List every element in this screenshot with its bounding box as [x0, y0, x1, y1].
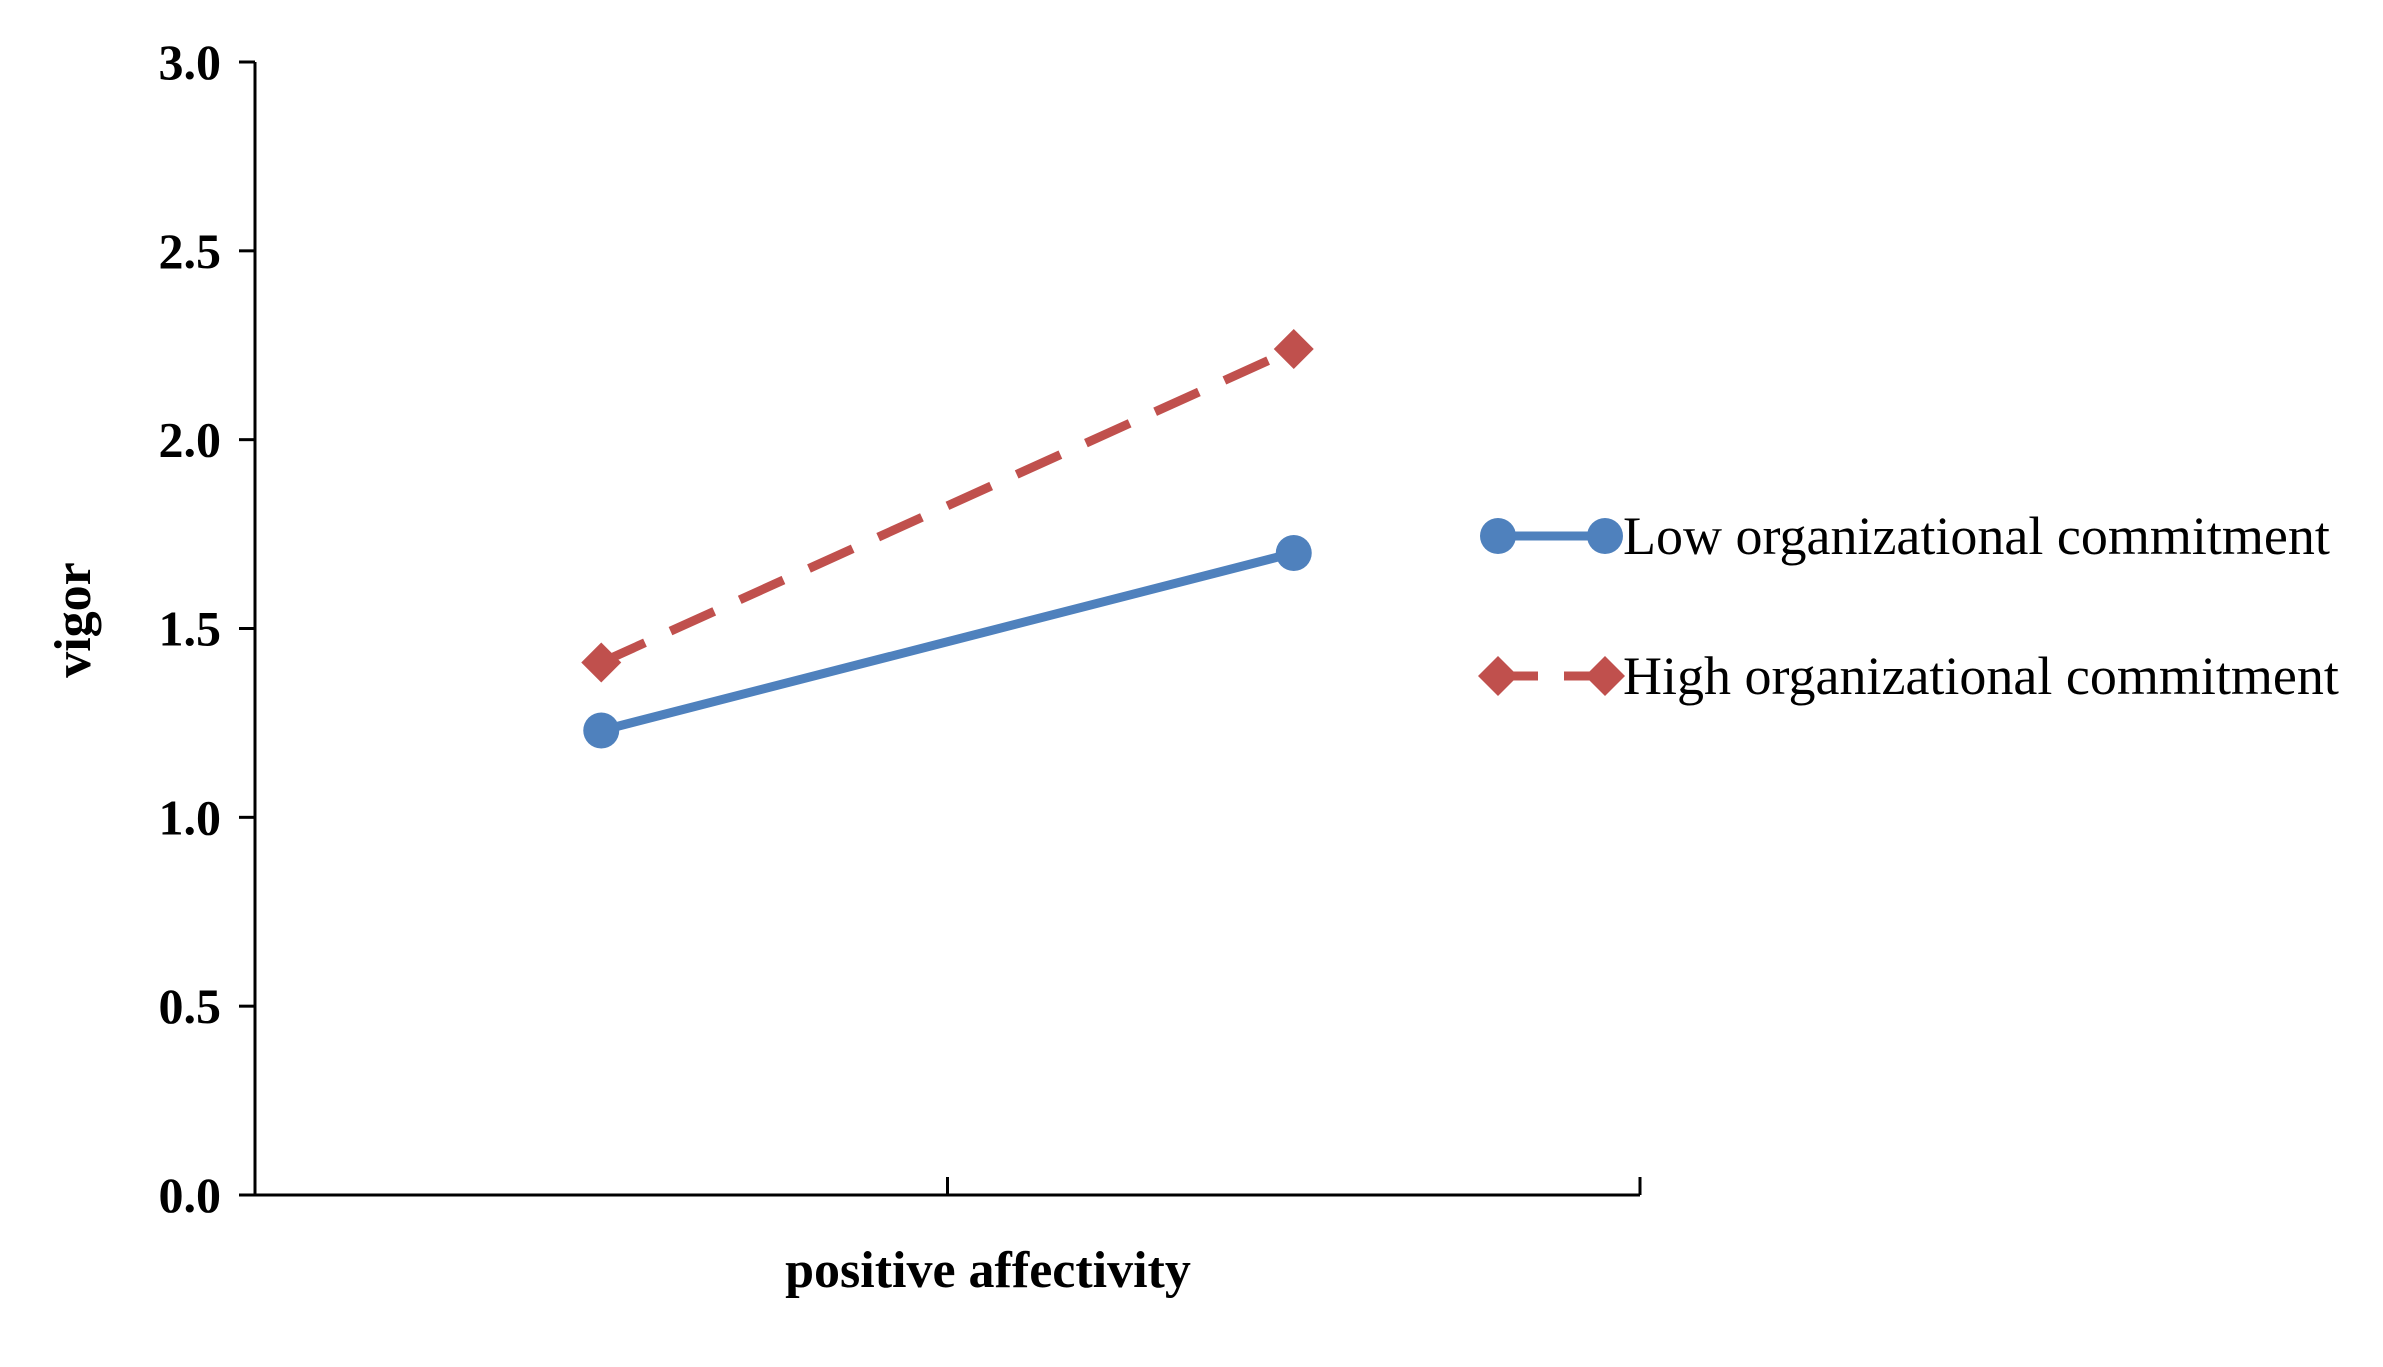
y-tick-label: 1.5 [159, 601, 222, 657]
y-tick-label: 0.5 [159, 978, 222, 1034]
series-line [599, 344, 1296, 667]
legend-label: High organizational commitment [1623, 646, 2339, 706]
data-point [583, 712, 620, 749]
series-line [600, 548, 1295, 735]
data-point [1275, 534, 1312, 571]
legend-marker [1585, 656, 1625, 696]
axes [253, 62, 1640, 1197]
y-tick-label: 3.0 [159, 34, 222, 90]
y-tick-label: 2.0 [159, 412, 222, 468]
x-ticks [253, 1177, 1642, 1195]
y-tick-label: 0.0 [159, 1167, 222, 1223]
legend-label: Low organizational commitment [1623, 506, 2330, 566]
legend-marker [1587, 518, 1623, 554]
x-axis-title: positive affectivity [785, 1242, 1191, 1299]
y-tick-label: 2.5 [159, 223, 222, 279]
y-tick-label: 1.0 [159, 789, 222, 845]
y-axis-title: vigor [45, 562, 102, 678]
data-point [1273, 329, 1314, 370]
legend: Low organizational commitment High organi… [1478, 506, 2339, 706]
legend-item: High organizational commitment [1478, 646, 2339, 706]
y-ticks: 0.0 0.5 1.0 1.5 2.0 2.5 3.0 [159, 34, 255, 1223]
series-layer [581, 329, 1314, 749]
legend-marker [1478, 656, 1518, 696]
legend-item: Low organizational commitment [1480, 506, 2330, 566]
series-high-organizational-commitment [581, 329, 1314, 683]
data-point [581, 642, 622, 683]
legend-marker [1480, 518, 1516, 554]
series-low-organizational-commitment [583, 534, 1312, 749]
